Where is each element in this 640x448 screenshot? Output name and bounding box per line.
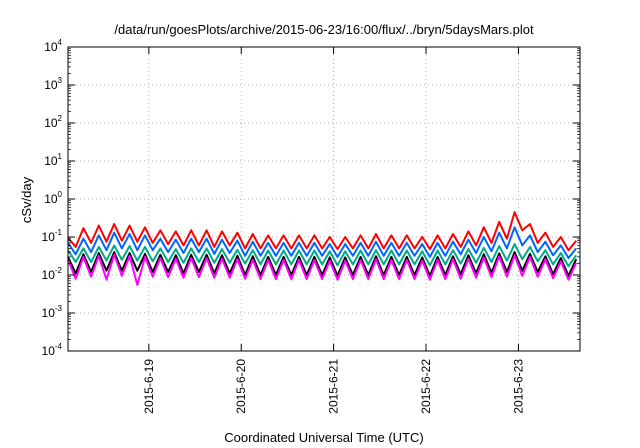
y-tick-label: 104: [44, 38, 62, 54]
y-axis-label: cSv/day: [19, 176, 34, 223]
axes: 10-4 10-3 10-2 10-1 100 101 102 103 104 2015-6-19…: [42, 38, 580, 414]
x-tick-label: 2015-6-20: [234, 359, 248, 414]
series-group: [67, 211, 578, 286]
series-line-1: [67, 211, 577, 252]
y-tick-label: 10-2: [42, 266, 63, 282]
chart-title: /data/run/goesPlots/archive/2015-06-23/1…: [114, 22, 534, 37]
x-tick-label: 2015-6-21: [327, 359, 341, 414]
y-tick-label: 103: [44, 76, 62, 92]
y-tick-label: 10-1: [42, 228, 63, 244]
y-tick-label: 10-3: [42, 304, 63, 320]
x-tick-label: 2015-6-22: [419, 359, 433, 414]
x-tick-label: 2015-6-23: [511, 359, 525, 414]
x-axis-label: Coordinated Universal Time (UTC): [224, 430, 423, 445]
y-tick-label: 100: [44, 190, 62, 206]
series-line-5: [67, 253, 578, 286]
y-tick-label: 10-4: [42, 342, 63, 358]
y-tick-label: 101: [44, 152, 62, 168]
grid: [68, 47, 580, 351]
x-tick-label: 2015-6-19: [142, 359, 156, 414]
series-line-4: [67, 251, 578, 277]
y-tick-label: 102: [44, 114, 62, 130]
series-line-2: [67, 226, 577, 259]
series-line-3: [67, 243, 578, 268]
